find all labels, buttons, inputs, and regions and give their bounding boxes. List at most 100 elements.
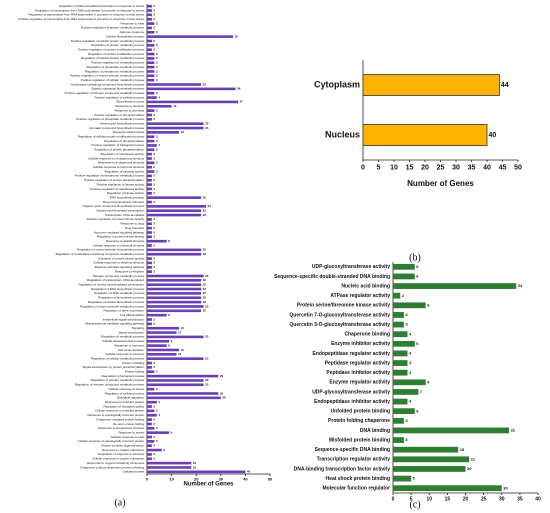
value-label: 6 xyxy=(416,408,419,413)
category-label: Regulation of cellular process xyxy=(105,391,145,395)
category-label: Response to stimulus xyxy=(115,104,144,108)
x-axis-label: Number of Genes xyxy=(183,482,234,488)
value-label: 36 xyxy=(237,87,241,91)
value-label: 7 xyxy=(420,389,423,394)
category-label: Drug transmembrane transport xyxy=(103,200,144,204)
category-label: Protein folding xyxy=(125,370,145,374)
value-label: 22 xyxy=(203,252,207,256)
bar xyxy=(147,57,155,60)
bar xyxy=(147,30,155,34)
value-label: 34 xyxy=(518,283,523,288)
category-label: Response to drug xyxy=(120,222,144,226)
value-label: 3 xyxy=(405,312,408,317)
value-label: 21 xyxy=(471,456,476,461)
bar xyxy=(147,209,202,213)
value-label: 2 xyxy=(153,217,155,221)
bar xyxy=(147,65,155,69)
category-label: Regulation of cellular biosynthetic proc… xyxy=(88,300,145,304)
value-label: 5 xyxy=(413,476,416,481)
category-label: Regulation of response to stimulus xyxy=(98,452,145,456)
value-label: 23 xyxy=(205,274,209,278)
bar xyxy=(147,165,152,169)
bar xyxy=(147,283,202,286)
category-label: Regulation of protein metabolic process xyxy=(91,43,144,47)
category-label: Regulation of biological process xyxy=(102,374,145,378)
category-label: Regulation of catalytic activity xyxy=(105,169,145,173)
category-label: Response to organic substance xyxy=(102,448,144,452)
bar xyxy=(147,313,167,317)
category-label: Regulation of phosphate metabolic proces… xyxy=(86,65,144,69)
bar xyxy=(147,213,202,217)
value-label: 3 xyxy=(156,69,158,73)
value-label: 2 xyxy=(153,265,155,269)
value-label: 3 xyxy=(405,437,408,442)
bar xyxy=(393,417,404,424)
value-label: 2 xyxy=(153,317,155,321)
category-label: Regulation of primary metabolic process xyxy=(90,378,144,382)
x-tick-label: 30 xyxy=(219,476,224,481)
bar xyxy=(147,118,152,121)
value-label: 29 xyxy=(220,374,224,378)
value-label: 2 xyxy=(153,256,155,260)
value-label: 23 xyxy=(205,126,209,130)
value-label: 2 xyxy=(153,17,155,21)
bar xyxy=(147,418,152,421)
value-label: 2 xyxy=(153,187,155,191)
bar xyxy=(147,183,152,186)
value-label: 6 xyxy=(416,274,419,279)
category-label: Cellular developmental process xyxy=(102,339,144,343)
bar xyxy=(147,261,152,265)
category-label: Cell differentiation xyxy=(120,313,144,317)
bar xyxy=(147,383,204,387)
value-label: 9 xyxy=(427,302,430,307)
bar xyxy=(147,222,152,226)
bar xyxy=(147,187,152,191)
category-label: Regulation of protein phosphorylation xyxy=(94,148,144,152)
bar xyxy=(147,26,152,30)
category-label: Peptidase inhibitor activity xyxy=(326,370,390,376)
bar xyxy=(393,292,401,299)
category-label: Heterocycle biosynthetic process xyxy=(100,121,144,125)
category-label: Protein refolding xyxy=(122,361,144,365)
category-label: Response to topologically incorrect prot… xyxy=(87,413,144,417)
value-label: 2 xyxy=(153,174,155,178)
value-label: 2 xyxy=(153,361,155,365)
bar xyxy=(362,74,500,96)
x-tick-label: 10 xyxy=(169,476,174,481)
bar xyxy=(393,312,404,318)
bar xyxy=(147,453,152,456)
value-label: 3 xyxy=(156,135,158,139)
bar xyxy=(393,446,459,453)
bar xyxy=(393,263,415,270)
category-label: Signal transduction xyxy=(118,330,144,334)
value-label: 23 xyxy=(205,356,209,360)
bar xyxy=(147,231,152,234)
bar xyxy=(147,309,202,313)
value-label: 22 xyxy=(203,296,207,300)
bar xyxy=(147,126,204,130)
category-label: Regulation of phosphorus metabolic proce… xyxy=(85,69,145,73)
value-label: 37 xyxy=(240,100,244,104)
value-label: 18 xyxy=(193,465,197,469)
category-label: Cellular response to unfolded protein xyxy=(95,409,144,413)
category-label: Transcription regulator activity xyxy=(317,457,391,463)
bar xyxy=(147,379,204,382)
bar xyxy=(147,100,239,104)
bar xyxy=(147,300,202,304)
value-label: 22 xyxy=(203,287,207,291)
value-label: 4 xyxy=(158,143,160,147)
bar xyxy=(147,161,155,165)
value-label: 20 xyxy=(467,466,472,471)
bar xyxy=(393,369,408,376)
bar xyxy=(147,35,234,38)
bar xyxy=(147,400,157,404)
value-label: 3 xyxy=(156,91,158,95)
bar xyxy=(147,279,202,282)
category-label: Positive regulation of protein phosphory… xyxy=(84,178,144,182)
category-label: Signal transduction by protein phosphory… xyxy=(82,365,144,369)
category-label: Cellular response to chemical stimulus xyxy=(93,243,145,247)
category-label: Endopeptidase regulator activity xyxy=(312,351,390,357)
value-label: 2 xyxy=(153,452,155,456)
bar xyxy=(147,104,172,108)
value-label: 22 xyxy=(203,282,207,286)
